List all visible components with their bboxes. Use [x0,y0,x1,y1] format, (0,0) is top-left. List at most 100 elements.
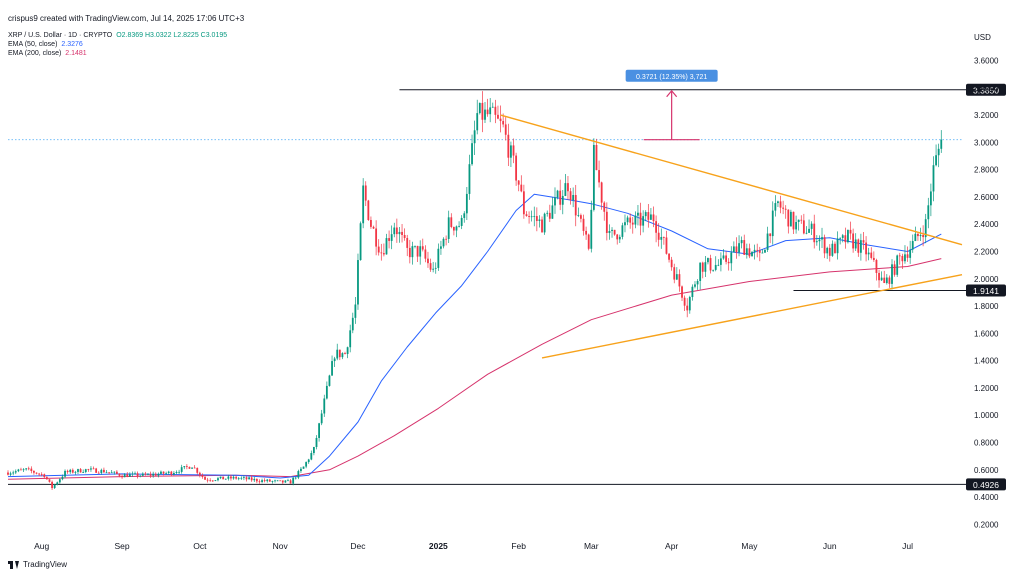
candle-body [268,479,271,482]
candle-body [7,472,9,475]
candle-body [504,124,507,135]
y-tick-label: 1.8000 [974,302,999,311]
candle-body [554,197,556,206]
candle-body [458,225,460,227]
candle-body [84,469,87,473]
candle-body [170,471,173,475]
candle-body [206,479,209,481]
ema50-line[interactable] [7,193,942,479]
candle-body [779,201,782,208]
candle-body [271,481,274,482]
candle-body [338,349,341,358]
candle-body [940,139,943,149]
candle-body [805,232,808,234]
ema50-row[interactable]: EMA (50, close) 2.3276 [8,40,227,49]
candle-body [414,245,416,247]
candle-body [12,472,15,474]
candle-body [556,190,559,198]
candle-body [432,268,435,270]
ema200-row[interactable]: EMA (200, close) 2.1481 [8,49,227,58]
x-tick-label: Jul [902,541,913,551]
candle-body [424,249,427,259]
candle-body [237,478,240,480]
candle-body [318,423,320,438]
candle-body [289,480,292,484]
candle-body [38,473,41,475]
candle-body [209,480,212,482]
candle-body [530,216,533,218]
y-tick-label: 1.0000 [974,411,999,420]
candle-body [662,236,665,238]
candle-body [175,472,178,473]
trendline-resistance[interactable] [500,114,963,246]
y-tick-label: 0.6000 [974,466,999,475]
candle-body [240,477,243,479]
candle-body [681,286,683,298]
candle-body [777,201,779,204]
candle-body [30,468,33,471]
candle-body [650,214,652,220]
candle-body [743,240,746,255]
candle-body [471,143,473,165]
candle-body [305,462,308,467]
candle-body [372,226,375,229]
ema200-line[interactable] [7,258,942,480]
candle-body [510,145,512,158]
candle-body [647,212,650,220]
symbol-title[interactable]: XRP / U.S. Dollar · 1D · CRYPTO [8,32,113,39]
candle-body [644,212,647,217]
candle-body [191,467,193,469]
candle-body [281,480,284,483]
candle-body [183,466,186,468]
candle-body [115,471,118,474]
candle-body [756,249,759,251]
candle-body [51,481,53,489]
candle-body [152,473,155,476]
candle-body [476,113,479,131]
candle-body [919,235,922,237]
candle-body [292,477,295,484]
candle-body [665,237,668,254]
candle-body [823,237,826,254]
candle-body [382,253,385,255]
x-tick-label: Apr [665,541,678,551]
candle-body [608,230,611,233]
candle-body [393,227,396,235]
candle-body [567,183,569,192]
candle-body [675,274,678,280]
candle-body [74,471,77,473]
candle-body [870,252,873,258]
candle-body [434,267,437,269]
measure-label: 0.3721 (12.35%) 3,721 [636,74,707,81]
candle-body [66,470,69,473]
candle-body [250,477,253,481]
candle-body [266,479,269,482]
candle-body [310,453,313,460]
candle-body [525,214,528,216]
candle-body [9,473,12,475]
candle-body [58,479,61,483]
candle-body [90,468,92,470]
candle-body [263,480,266,482]
candle-body [427,258,429,264]
candle-body [71,469,74,473]
tradingview-logo[interactable]: TradingView [8,560,67,569]
candle-body [533,216,536,217]
candle-body [219,476,222,479]
trendline-support[interactable] [541,273,963,359]
candle-body [694,284,696,287]
candle-body [113,471,116,473]
candle-body [771,210,774,237]
candle-body [134,473,136,475]
candle-body [883,277,886,284]
price-level-tag [966,284,1006,297]
candle-body [227,476,230,479]
y-tick-label: 2.4000 [974,220,999,229]
candle-body [569,191,572,201]
candle-body [232,476,235,479]
candle-body [325,385,328,399]
candle-body [764,249,766,253]
candle-body [56,482,59,485]
candle-body [611,229,613,231]
